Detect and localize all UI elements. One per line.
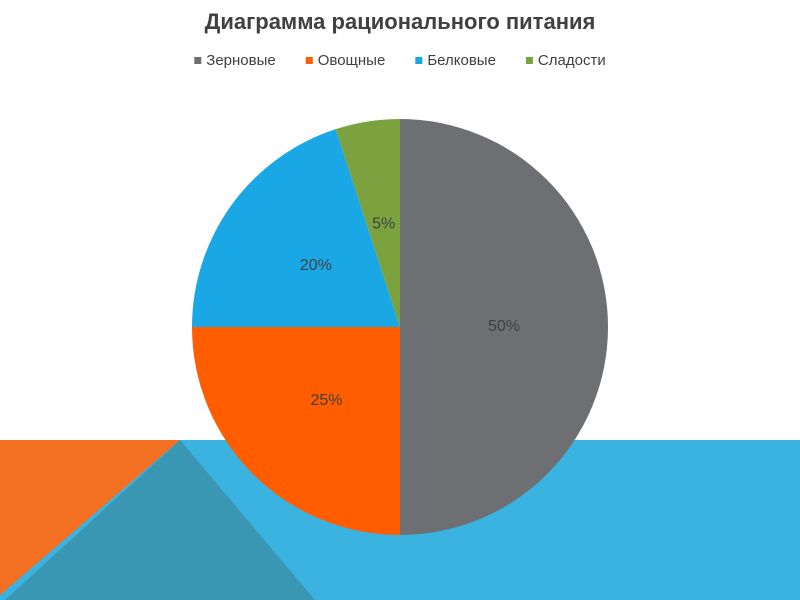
chart-title: Диаграмма рационального питания xyxy=(205,9,596,34)
legend-swatch xyxy=(415,57,423,64)
legend-swatch xyxy=(194,57,202,64)
decor-teal xyxy=(5,440,315,600)
data-label: 25% xyxy=(310,392,342,409)
legend: Зерновые Овощные Белковые Сладости xyxy=(194,52,606,69)
pie-slice xyxy=(400,119,608,535)
data-label: 5% xyxy=(372,215,395,232)
data-label: 50% xyxy=(488,318,520,335)
legend-swatch xyxy=(305,57,313,64)
pie-slice xyxy=(335,119,400,327)
legend-swatch xyxy=(525,57,533,64)
legend-label: Овощные xyxy=(318,52,386,69)
data-label: 20% xyxy=(300,257,332,274)
legend-label: Зерновые xyxy=(206,52,275,69)
legend-label: Белковые xyxy=(427,52,496,69)
pie-slice xyxy=(192,327,400,535)
pie: 50% 25% 20% 5% xyxy=(192,119,608,535)
decor-orange xyxy=(0,440,180,595)
legend-label: Сладости xyxy=(538,52,606,69)
pie-slice xyxy=(192,129,400,327)
